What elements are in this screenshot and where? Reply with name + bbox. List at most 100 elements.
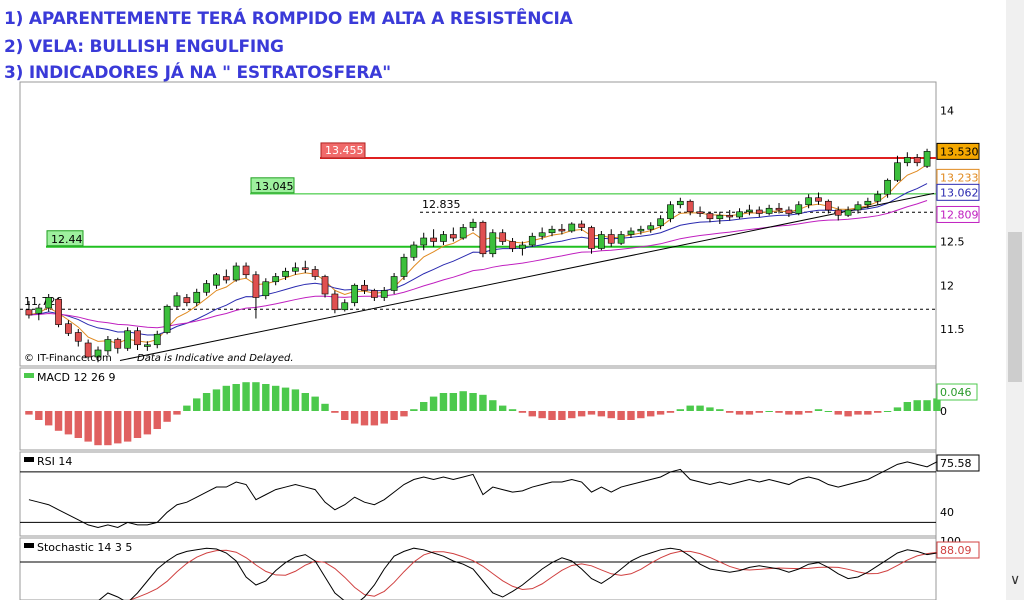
candle xyxy=(203,280,210,296)
candle xyxy=(578,220,585,231)
macd-bar xyxy=(114,411,122,444)
candle xyxy=(272,273,280,286)
candle xyxy=(420,232,428,251)
candle xyxy=(153,330,161,349)
candle xyxy=(74,329,82,347)
candle xyxy=(667,201,674,223)
candle-body xyxy=(568,223,576,232)
note-1: 1) APARENTEMENTE TERÁ ROMPIDO EM ALTA A … xyxy=(4,9,573,29)
macd-bar xyxy=(281,387,290,411)
macd-bar xyxy=(725,411,734,413)
candle-body xyxy=(874,193,882,202)
scrollbar-thumb[interactable] xyxy=(1008,232,1022,382)
candle-body xyxy=(153,333,161,346)
candle xyxy=(134,327,141,350)
macd-bar xyxy=(913,400,921,411)
scroll-down-icon[interactable]: ∨ xyxy=(1010,572,1021,588)
macd-bar xyxy=(617,411,625,420)
macd-bar xyxy=(104,411,112,446)
macd-bar xyxy=(133,411,142,438)
rsi-legend-swatch xyxy=(24,457,34,462)
candle xyxy=(598,231,605,251)
macd-bar xyxy=(459,391,467,411)
candle xyxy=(331,290,339,314)
macd-bar xyxy=(637,411,645,419)
candle-body xyxy=(380,290,388,298)
macd-bar xyxy=(232,384,240,411)
macd-panel-frame xyxy=(19,367,937,451)
candle-body xyxy=(65,323,72,334)
candle-body xyxy=(341,302,349,311)
support-label: 13.045 xyxy=(255,180,294,193)
candle-body xyxy=(420,237,428,246)
macd-bar xyxy=(449,393,458,411)
candle-body xyxy=(528,235,536,246)
candle-body xyxy=(834,209,842,216)
macd-bar xyxy=(350,411,359,424)
candle xyxy=(913,154,921,167)
dashed-level-label: 12.835 xyxy=(422,198,461,211)
macd-bar xyxy=(666,411,675,413)
candle xyxy=(84,339,92,360)
dashed-level-label: 11.726 xyxy=(24,295,63,308)
ma-mid-line xyxy=(28,183,928,336)
candle-body xyxy=(440,234,447,242)
candle-body xyxy=(203,283,210,293)
stochastic-value-label: 88.09 xyxy=(940,544,972,557)
candle xyxy=(341,299,349,312)
candle xyxy=(311,266,319,280)
candle-body xyxy=(25,309,33,316)
candle-body xyxy=(144,344,151,347)
candle-body xyxy=(676,200,684,206)
macd-bar xyxy=(252,382,260,411)
macd-bar xyxy=(64,411,73,435)
macd-bar xyxy=(321,403,329,411)
candle xyxy=(617,231,625,245)
candle xyxy=(213,273,220,289)
macd-bar xyxy=(933,398,941,411)
candle-body xyxy=(706,213,714,220)
macd-bar xyxy=(242,382,250,411)
price-axis-tick: 14 xyxy=(940,104,954,117)
candle-body xyxy=(114,339,122,349)
macd-bar xyxy=(271,385,280,411)
last-value-box xyxy=(936,183,980,201)
macd-bar xyxy=(597,411,606,417)
candle xyxy=(785,206,793,217)
candle-body xyxy=(538,232,546,237)
candle-body xyxy=(469,221,477,228)
macd-bar xyxy=(686,405,694,411)
candle xyxy=(232,262,240,282)
stochastic-signal-line xyxy=(128,549,937,600)
candle-body xyxy=(400,256,408,277)
macd-bar xyxy=(163,411,171,422)
candle-body xyxy=(489,232,497,255)
candle-body xyxy=(311,269,319,277)
candle xyxy=(884,178,891,198)
candle xyxy=(55,297,62,328)
macd-bar xyxy=(804,411,813,413)
candle xyxy=(292,262,299,275)
macd-bar xyxy=(874,411,882,413)
macd-bar xyxy=(735,411,744,415)
vertical-scrollbar[interactable]: ∨ xyxy=(1006,0,1024,600)
candle xyxy=(765,204,773,216)
candle xyxy=(755,206,763,217)
candle xyxy=(775,203,783,214)
macd-bar xyxy=(508,409,517,411)
candle xyxy=(548,225,556,237)
macd-bar xyxy=(331,411,339,413)
support-label: 12.44 xyxy=(51,233,83,246)
macd-bar xyxy=(864,411,872,415)
candle xyxy=(430,229,437,247)
candle xyxy=(104,336,112,356)
candle xyxy=(736,208,743,219)
candle xyxy=(25,301,33,319)
candle-body xyxy=(716,214,724,220)
macd-bar xyxy=(222,385,231,411)
candle-body xyxy=(499,232,507,242)
candle xyxy=(657,215,664,230)
macd-bar xyxy=(479,394,487,411)
candle-body xyxy=(104,339,112,352)
candle-body xyxy=(785,209,793,214)
